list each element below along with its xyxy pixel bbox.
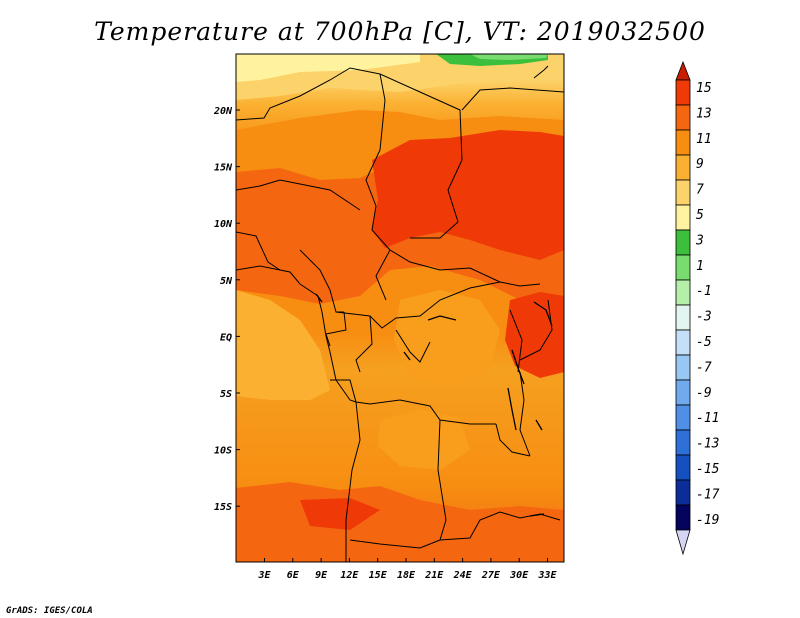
colorbar-label: 9	[696, 157, 704, 172]
colorbar-box	[675, 104, 691, 131]
lon-tick-label: 24E	[453, 570, 473, 581]
lon-tick-label: 3E	[257, 570, 271, 581]
colorbar-box	[675, 454, 691, 481]
colorbar-box	[675, 204, 691, 231]
colorbar-box	[675, 379, 691, 406]
lat-tick-label: 15N	[214, 163, 233, 174]
colorbar-box	[675, 154, 691, 181]
lat-tick-label: 20N	[213, 106, 233, 117]
lon-tick-label: 9E	[315, 570, 328, 581]
colorbar-box	[675, 329, 691, 356]
lat-tick-label: 15S	[214, 502, 232, 513]
colorbar-label: -9	[696, 386, 712, 401]
colorbar-box	[675, 479, 691, 506]
lon-tick-label: 33E	[537, 570, 557, 581]
colorbar-box	[675, 504, 691, 531]
colorbar-box	[675, 79, 691, 106]
lon-tick-label: 15E	[369, 570, 388, 581]
lat-tick-label: EQ	[220, 332, 232, 343]
colorbar-label: -7	[696, 360, 712, 375]
colorbar-box	[675, 354, 691, 381]
colorbar-label: 15	[696, 81, 712, 96]
colorbar-label: -3	[696, 310, 712, 325]
colorbar-box	[675, 279, 691, 306]
colorbar-label: -19	[696, 513, 719, 528]
lon-tick-label: 27E	[481, 570, 501, 581]
colorbar-label: -5	[696, 335, 712, 350]
lon-tick-label: 18E	[397, 570, 416, 581]
lat-tick-label: 5N	[220, 276, 233, 287]
colorbar-label: 5	[696, 208, 704, 223]
colorbar-label: 3	[695, 233, 704, 248]
map-title: Temperature at 700hPa [C], VT: 201903250…	[94, 17, 706, 46]
colorbar-box	[675, 129, 691, 156]
longitude-axis: 3E 6E 9E 12E 15E 18E 21E 24E 27E 30E 33E	[257, 558, 558, 581]
colorbar: 15 13 11 9 7 5 3 1 -1 -3 -5 -7 -9 -11 -13 -15 -17 -19	[675, 60, 720, 556]
lat-tick-label: 5S	[220, 389, 232, 400]
colorbar-box	[675, 304, 691, 331]
lat-tick-label: 10S	[214, 446, 232, 457]
colorbar-label: 7	[696, 183, 704, 198]
colorbar-min-triangle	[675, 529, 691, 556]
colorbar-box	[675, 254, 691, 281]
grads-credit: GrADS: IGES/COLA	[6, 606, 93, 616]
map-area	[236, 54, 564, 562]
lat-tick-label: 10N	[214, 219, 233, 230]
colorbar-label: -15	[696, 462, 720, 477]
map-frame	[235, 53, 565, 563]
colorbar-label: -11	[696, 411, 719, 426]
colorbar-label: 13	[696, 106, 712, 121]
colorbar-label: -1	[696, 284, 712, 299]
colorbar-box	[675, 179, 691, 206]
colorbar-label: -13	[696, 437, 719, 452]
colorbar-box	[675, 229, 691, 256]
latitude-axis: 20N 15N 10N 5N EQ 5S 10S 15S	[213, 106, 240, 513]
lon-tick-label: 12E	[340, 570, 359, 581]
lon-tick-label: 30E	[509, 570, 529, 581]
lon-tick-label: 21E	[424, 570, 444, 581]
colorbar-label: 1	[696, 259, 704, 274]
colorbar-label: 11	[696, 132, 712, 147]
colorbar-box	[675, 404, 691, 431]
colorbar-max-triangle	[675, 60, 691, 81]
lon-tick-label: 6E	[287, 570, 300, 581]
colorbar-box	[675, 429, 691, 456]
colorbar-label: -17	[696, 487, 720, 502]
